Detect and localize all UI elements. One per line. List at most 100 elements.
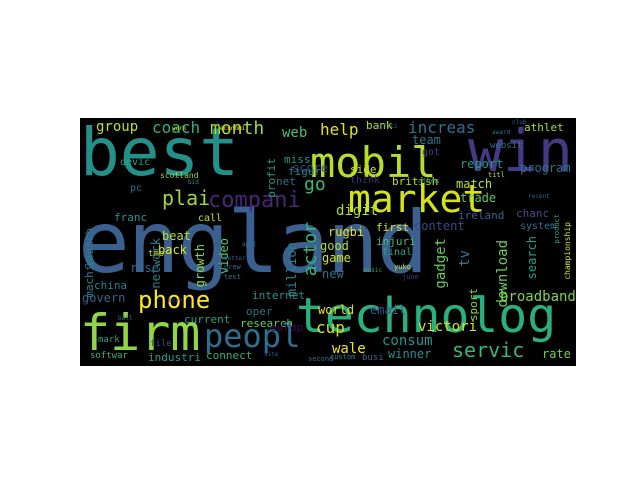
cloud-word: miss <box>284 153 311 166</box>
word-cloud: england best win mobil market technolog … <box>80 118 576 366</box>
cloud-word: rugbi <box>328 225 365 239</box>
cloud-word: phone <box>138 286 211 314</box>
cloud-word: technolog <box>296 288 557 344</box>
cloud-word: gadget <box>433 238 449 289</box>
cloud-word: june <box>402 273 419 281</box>
cloud-word: group <box>96 119 139 135</box>
cloud-word: score <box>292 161 329 175</box>
cloud-word: better <box>224 255 246 262</box>
cloud-word: wale <box>332 341 366 357</box>
cloud-word: team <box>412 133 441 147</box>
cloud-word: bank <box>366 119 393 132</box>
cloud-word: govern <box>82 291 126 305</box>
cloud-word: tmo <box>148 249 165 259</box>
cloud-word: digit <box>336 203 379 219</box>
cloud-word: month <box>210 118 265 139</box>
cloud-word: yuko <box>394 263 411 271</box>
cloud-word: mobil <box>310 138 437 187</box>
cloud-word: softwar <box>90 351 128 361</box>
cloud-word: grew <box>224 263 241 271</box>
cloud-word: busi <box>362 353 384 363</box>
cloud-word: coach <box>152 118 201 137</box>
cloud-word: system <box>520 221 557 232</box>
cloud-word: plai <box>162 186 211 210</box>
cloud-word: ball <box>118 315 133 322</box>
cloud-word: offici <box>376 123 398 130</box>
cloud-word: call <box>198 213 223 224</box>
cloud-word: custom <box>330 353 356 361</box>
cloud-word: ireland <box>458 209 505 222</box>
cloud-word: trade <box>460 191 497 205</box>
cloud-word: content <box>414 219 465 233</box>
cloud-word: broadband <box>500 289 576 305</box>
cloud-word: research <box>240 317 293 330</box>
cloud-word: scotland <box>160 171 199 180</box>
cloud-word: help <box>320 120 359 139</box>
cloud-word: europ <box>270 321 304 334</box>
cloud-word: compani <box>208 188 301 213</box>
cloud-word: product <box>553 214 561 244</box>
cloud-word: franc <box>114 211 148 224</box>
cloud-word: oper <box>246 305 273 318</box>
cloud-word: championship <box>563 222 572 280</box>
cloud-word: athlet <box>524 121 564 134</box>
cloud-word: industri <box>148 351 201 364</box>
cloud-word: growth <box>193 244 207 288</box>
cloud-word: game <box>322 251 351 265</box>
cloud-word: chanc <box>516 207 550 220</box>
cloud-word: economi <box>220 125 246 132</box>
cloud-word: websit <box>490 141 523 151</box>
cloud-word: email <box>370 303 407 317</box>
cloud-word: side <box>350 163 377 176</box>
cloud-word: club <box>512 119 527 126</box>
cloud-word: think <box>350 175 381 186</box>
cloud-word: move <box>168 297 183 304</box>
cloud-word: england <box>80 193 428 293</box>
cloud-word: award <box>492 129 511 136</box>
cloud-word: search <box>525 236 539 280</box>
cloud-word: market <box>348 177 486 221</box>
cloud-word: best <box>80 118 239 191</box>
cloud-word: file <box>150 339 172 349</box>
cloud-word: back <box>158 243 187 257</box>
cloud-word: net <box>276 175 296 188</box>
cloud-word: work <box>172 125 187 132</box>
cloud-word: go <box>304 174 326 195</box>
cloud-word: mark <box>98 335 120 345</box>
cloud-word: final <box>382 247 413 258</box>
cloud-word: pc <box>130 183 143 194</box>
cloud-word: athen <box>418 177 440 185</box>
cloud-word: firm <box>80 304 201 362</box>
cloud-word: victori <box>418 319 478 335</box>
cloud-word: second <box>308 355 334 363</box>
cloud-word: got <box>422 147 441 158</box>
cloud-word: rise <box>130 261 159 275</box>
cloud-word: devic <box>120 157 151 168</box>
cloud-word: first <box>376 221 410 234</box>
cloud-word: web <box>282 125 308 141</box>
cloud-word: match <box>456 177 493 191</box>
cloud-word: figur <box>288 165 322 178</box>
cloud-word: actor <box>300 222 321 277</box>
cloud-word: injuri <box>376 235 416 248</box>
cloud-word: increas <box>408 118 476 137</box>
cloud-word: tv <box>457 250 473 267</box>
cloud-word: new <box>322 267 344 281</box>
cloud-word: peopl <box>204 317 301 355</box>
cloud-word: music <box>364 267 383 274</box>
cloud-word: site <box>264 351 279 358</box>
cloud-word: world <box>318 303 355 317</box>
cloud-word: winner <box>388 347 432 361</box>
cloud-word: bid <box>188 179 199 186</box>
cloud-word: appl <box>242 241 257 248</box>
cloud-word: recent <box>528 193 550 200</box>
cloud-word: report <box>460 157 504 171</box>
cloud-word: beat <box>162 229 191 243</box>
cloud-word: cup <box>316 318 345 337</box>
cloud-word: sport <box>467 288 480 322</box>
cloud-word: internet <box>252 289 305 302</box>
cloud-word: win <box>468 118 573 185</box>
cloud-word: rate <box>542 347 571 361</box>
cloud-word: current <box>184 313 231 326</box>
cloud-word: china <box>94 279 128 292</box>
